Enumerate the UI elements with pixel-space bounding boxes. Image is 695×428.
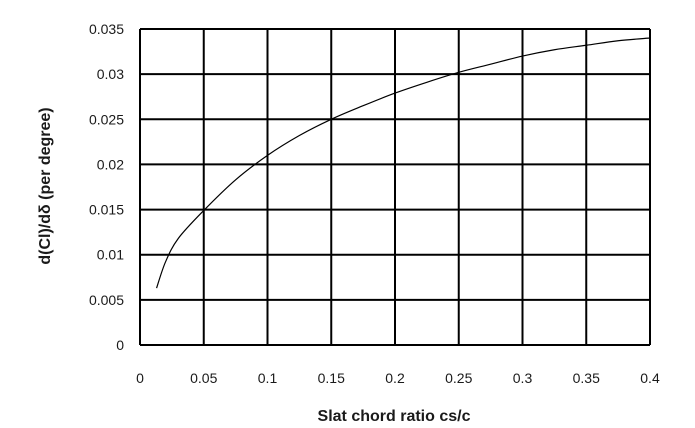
y-tick-label: 0.03 <box>97 66 124 82</box>
y-tick-label: 0 <box>116 337 124 353</box>
x-tick-label: 0.2 <box>385 370 405 386</box>
series-line <box>156 37 651 289</box>
y-tick-label: 0.01 <box>97 247 124 263</box>
x-tick-label: 0 <box>136 370 144 386</box>
y-tick-label: 0.02 <box>97 156 124 172</box>
x-tick-label: 0.05 <box>190 370 217 386</box>
x-tick-label: 0.4 <box>640 370 660 386</box>
x-tick-label: 0.15 <box>318 370 345 386</box>
x-tick-label: 0.25 <box>445 370 472 386</box>
y-tick-label: 0.035 <box>89 21 124 37</box>
y-tick-label: 0.005 <box>89 292 124 308</box>
x-tick-label: 0.35 <box>573 370 600 386</box>
x-axis-label: Slat chord ratio cs/c <box>318 408 471 425</box>
y-tick-labels: 0 0.005 0.01 0.015 0.02 0.025 0.03 0.035 <box>89 21 124 353</box>
x-tick-labels: 0 0.05 0.1 0.15 0.2 0.25 0.3 0.35 0.4 <box>136 370 660 386</box>
y-tick-label: 0.015 <box>89 202 124 218</box>
x-tick-label: 0.1 <box>258 370 278 386</box>
x-tick-label: 0.3 <box>513 370 533 386</box>
y-axis-label: d(Cl)/dδ (per degree) <box>37 107 54 264</box>
y-tick-label: 0.025 <box>89 111 124 127</box>
grid <box>139 28 651 346</box>
